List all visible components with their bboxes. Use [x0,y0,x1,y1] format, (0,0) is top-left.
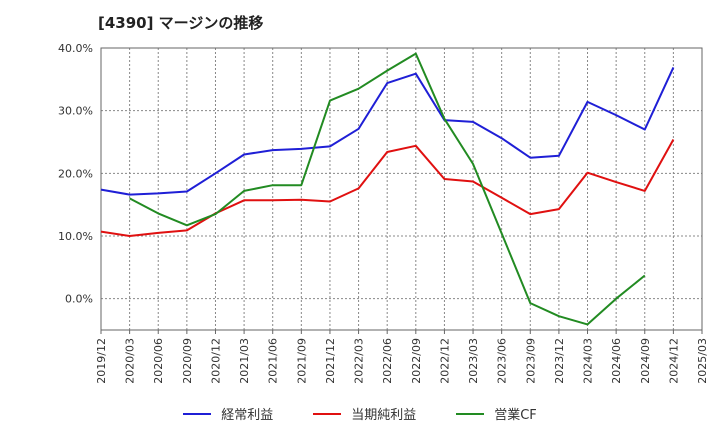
y-tick-label: 20.0% [58,167,93,180]
series-line [129,52,646,326]
y-tick-label: 0.0% [65,293,93,306]
x-tick-label: 2020/03 [124,338,137,384]
legend: 経常利益 当期純利益 営業CF [0,404,720,423]
y-tick-label: 30.0% [58,105,93,118]
x-tick-label: 2021/03 [238,338,251,384]
x-tick-label: 2021/09 [295,338,308,384]
x-tick-labels: 2019/12 2020/03 2020/06 2020/09 2020/12 2021/… [95,338,709,384]
x-tick-label: 2019/12 [95,338,108,384]
y-tick-label: 10.0% [58,230,93,243]
legend-label: 経常利益 [221,408,274,423]
plot-frame [100,47,703,331]
legend-label: 当期純利益 [351,408,417,423]
legend-label: 営業CF [494,408,537,423]
x-tick-label: 2020/06 [152,338,165,384]
x-tick-label: 2021/12 [324,338,337,384]
legend-item-operating-cf: 営業CF [456,404,537,423]
x-tick-label: 2023/12 [553,338,566,384]
x-tick-label: 2022/06 [381,338,394,384]
x-tick-label: 2023/06 [496,338,509,384]
x-tick-label: 2022/12 [438,338,451,384]
x-tick-label: 2020/09 [181,338,194,384]
legend-swatch [313,412,342,415]
series-line [100,139,675,237]
legend-swatch [183,412,212,415]
axes [100,47,703,334]
x-tick-label: 2022/09 [410,338,423,384]
x-tick-label: 2023/03 [467,338,480,384]
x-tick-label: 2020/12 [209,338,222,384]
x-tick-label: 2024/09 [639,338,652,384]
x-tick-label: 2021/06 [267,338,280,384]
x-tick-label: 2024/03 [582,338,595,384]
legend-swatch [456,412,485,415]
series-line [100,66,675,196]
legend-item-net-income: 当期純利益 [313,404,416,423]
chart-title: [4390] マージンの推移 [98,14,264,32]
x-tick-label: 2023/09 [524,338,537,384]
x-tick-label: 2022/03 [353,338,366,384]
x-tick-label: 2024/12 [667,338,680,384]
x-tick-label: 2024/06 [610,338,623,384]
series-lines [100,52,675,326]
y-tick-labels: 0.0% 10.0% 20.0% 30.0% 40.0% [58,42,93,306]
y-tick-label: 40.0% [58,42,93,55]
x-tick-label: 2025/03 [696,338,709,384]
line-chart: 0.0%10.0%20.0%30.0%40.0% 2019/12 2020/03 2… [58,42,709,384]
legend-item-ordinary-profit: 経常利益 [183,404,273,423]
